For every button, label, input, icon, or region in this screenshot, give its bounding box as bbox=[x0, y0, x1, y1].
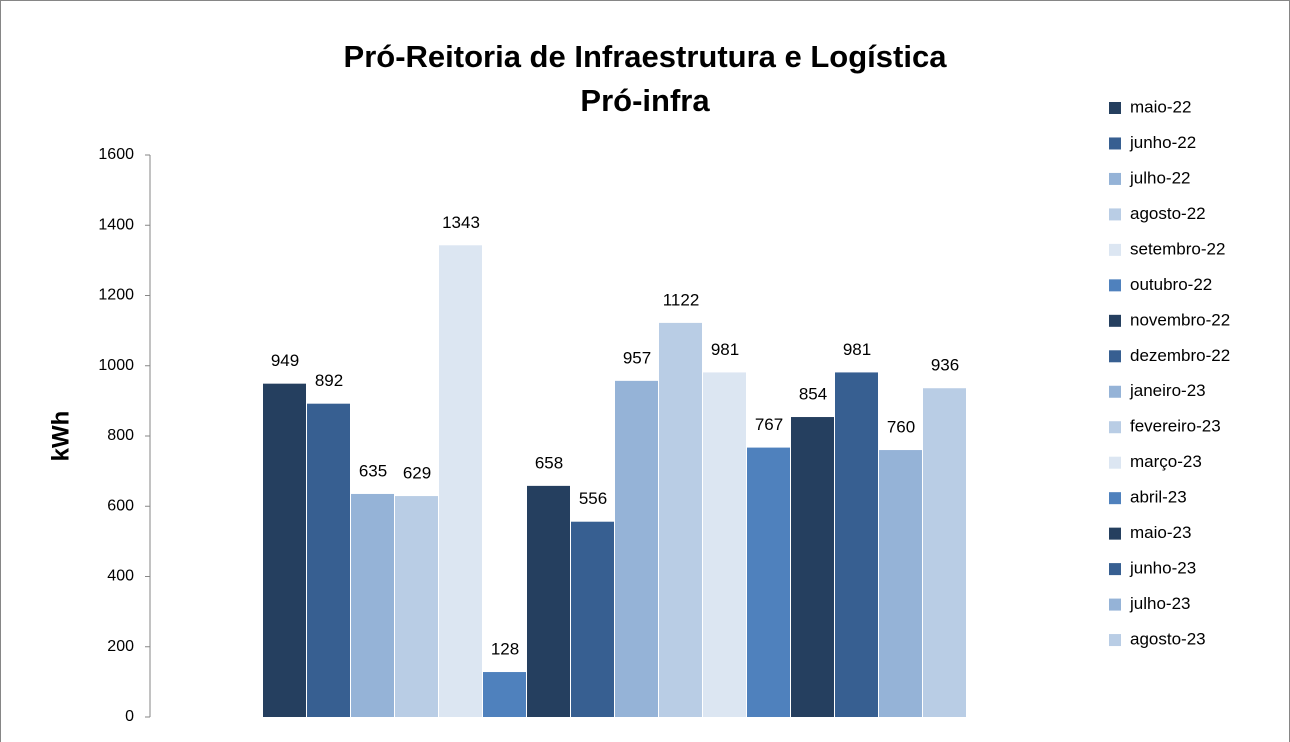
legend-swatch bbox=[1109, 634, 1121, 647]
bar bbox=[395, 496, 438, 717]
legend-label: março-23 bbox=[1130, 452, 1202, 471]
data-label: 760 bbox=[887, 418, 915, 437]
legend-label: setembro-22 bbox=[1130, 239, 1225, 258]
data-label: 957 bbox=[623, 348, 651, 367]
chart-subtitle: Pró-infra bbox=[580, 83, 710, 118]
data-label: 635 bbox=[359, 461, 387, 480]
legend-swatch bbox=[1109, 350, 1121, 363]
data-label: 1343 bbox=[442, 213, 480, 232]
legend-swatch bbox=[1109, 314, 1121, 327]
data-label: 892 bbox=[315, 371, 343, 390]
legend-label: agosto-22 bbox=[1130, 204, 1206, 223]
chart-title: Pró-Reitoria de Infraestrutura e Logísti… bbox=[344, 39, 948, 74]
bar bbox=[703, 372, 746, 717]
bar bbox=[527, 485, 570, 717]
y-tick-label: 1000 bbox=[98, 357, 134, 374]
y-tick-label: 800 bbox=[107, 427, 134, 444]
legend-swatch bbox=[1109, 456, 1121, 469]
legend-label: novembro-22 bbox=[1130, 310, 1230, 329]
legend-swatch bbox=[1109, 102, 1121, 114]
legend-swatch bbox=[1109, 243, 1121, 256]
y-tick-label: 0 bbox=[125, 708, 134, 725]
legend-swatch bbox=[1109, 527, 1121, 540]
legend-label: dezembro-22 bbox=[1130, 346, 1230, 365]
legend-label: outubro-22 bbox=[1130, 275, 1212, 294]
y-tick-label: 1200 bbox=[98, 287, 134, 304]
legend-label: julho-22 bbox=[1129, 168, 1191, 187]
bar bbox=[879, 450, 922, 717]
legend-label: fevereiro-23 bbox=[1130, 417, 1221, 436]
y-tick-label: 1600 bbox=[98, 146, 134, 163]
data-label: 854 bbox=[799, 385, 827, 404]
legend-label: janeiro-23 bbox=[1129, 381, 1206, 400]
legend-swatch bbox=[1109, 208, 1121, 221]
legend-label: junho-22 bbox=[1129, 133, 1196, 152]
data-label: 1122 bbox=[663, 290, 700, 309]
y-tick-label: 1400 bbox=[98, 216, 134, 233]
bar bbox=[835, 372, 878, 717]
legend-swatch bbox=[1109, 172, 1121, 185]
bar bbox=[747, 447, 790, 717]
legend-label: junho-23 bbox=[1129, 559, 1196, 578]
bar bbox=[659, 322, 702, 717]
legend-label: abril-23 bbox=[1130, 488, 1187, 507]
data-label: 629 bbox=[403, 464, 431, 483]
bar bbox=[351, 493, 394, 717]
legend-label: julho-23 bbox=[1129, 594, 1191, 613]
bar bbox=[615, 380, 658, 717]
data-label: 936 bbox=[931, 356, 959, 375]
data-label: 949 bbox=[271, 351, 299, 370]
bar bbox=[483, 672, 526, 717]
data-label: 658 bbox=[535, 453, 563, 472]
y-tick-label: 400 bbox=[107, 568, 134, 585]
legend-label: maio-23 bbox=[1130, 523, 1191, 542]
bar bbox=[923, 388, 966, 717]
data-label: 767 bbox=[755, 415, 783, 434]
legend-label: agosto-23 bbox=[1130, 630, 1206, 649]
legend-swatch bbox=[1109, 492, 1121, 505]
bar bbox=[791, 417, 834, 717]
data-label: 128 bbox=[491, 640, 519, 659]
data-label: 981 bbox=[711, 340, 739, 359]
bar bbox=[263, 383, 306, 717]
data-label: 981 bbox=[843, 340, 871, 359]
bar bbox=[571, 521, 614, 717]
legend-swatch bbox=[1109, 421, 1121, 434]
legend-swatch bbox=[1109, 598, 1121, 611]
data-label: 556 bbox=[579, 489, 607, 508]
legend-label: maio-22 bbox=[1130, 97, 1191, 116]
bar bbox=[307, 403, 350, 717]
bar bbox=[439, 245, 482, 718]
legend-swatch bbox=[1109, 563, 1121, 576]
legend-swatch bbox=[1109, 279, 1121, 292]
legend-swatch bbox=[1109, 137, 1121, 150]
y-tick-label: 600 bbox=[107, 497, 134, 514]
y-tick-label: 200 bbox=[107, 638, 134, 655]
y-axis-title: kWh bbox=[47, 411, 74, 462]
legend-swatch bbox=[1109, 385, 1121, 398]
